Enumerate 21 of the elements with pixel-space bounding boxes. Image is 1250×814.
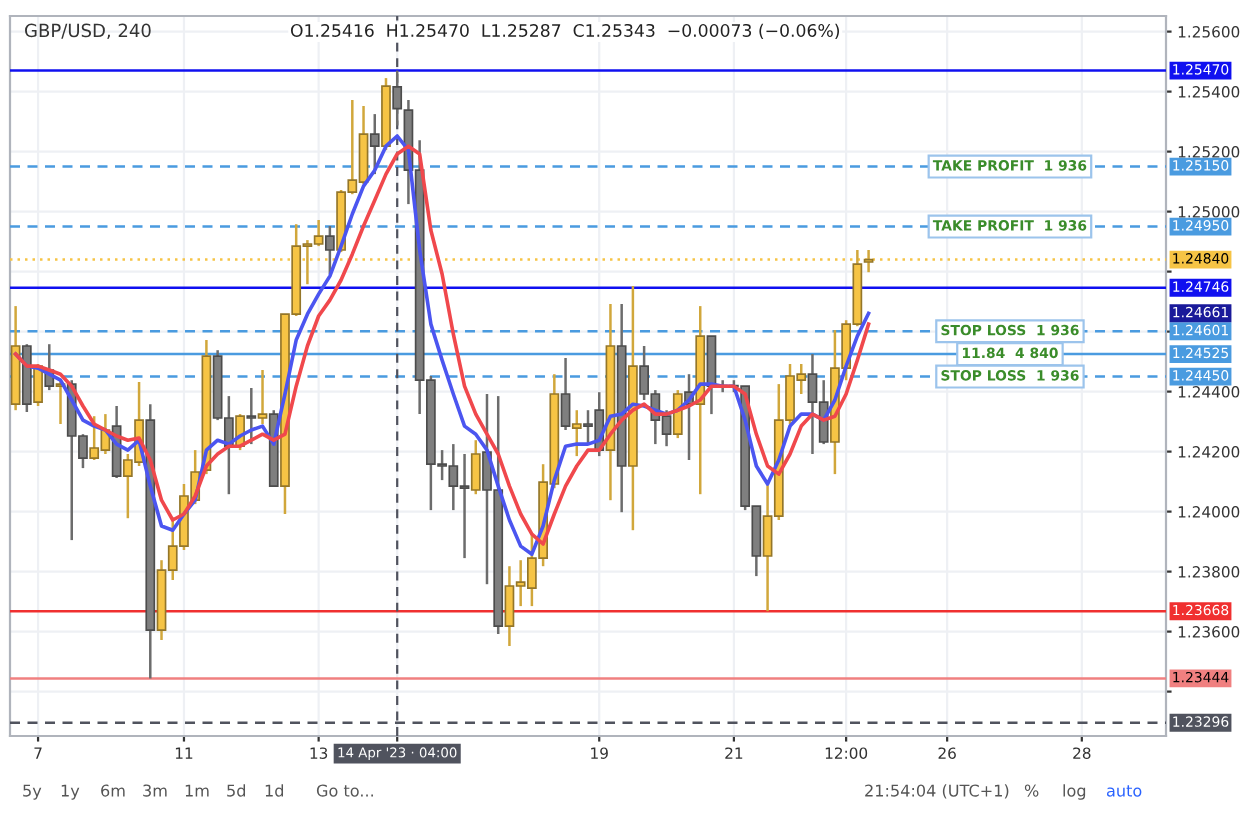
candlestick (571, 408, 582, 458)
candlestick (560, 356, 571, 432)
text: 6m (101, 784, 125, 797)
candlestick (369, 112, 380, 176)
text: 5d (227, 784, 246, 797)
chart-subtitle: O1.25416 H1.25470 L1.25287 C1.25343 −0.00073 (−0.06%) (290, 23, 840, 40)
candlestick (257, 368, 268, 426)
text: log (1063, 784, 1086, 800)
text: 3m (143, 784, 167, 797)
text: 21:54:04 (UTC+1) (865, 784, 1009, 799)
text: Go to... (316, 784, 373, 797)
candlestick (246, 386, 257, 446)
candlestick (324, 224, 335, 276)
text: 1d (265, 784, 284, 797)
text: 5y (23, 784, 42, 800)
text: % (1024, 784, 1039, 797)
text: 1y (61, 784, 80, 800)
text: auto (1106, 785, 1142, 797)
chart-title: GBP/USD, 240 (25, 23, 151, 40)
candlestick (470, 438, 481, 496)
text: 1m (185, 784, 209, 797)
